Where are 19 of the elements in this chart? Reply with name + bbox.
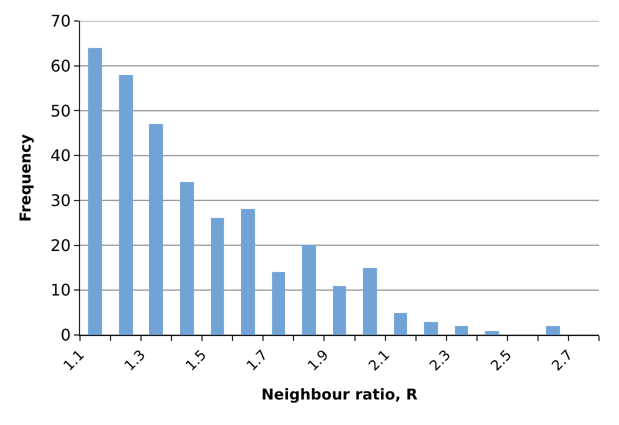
y-tick-label: 30: [50, 191, 71, 210]
x-tick-label: 1.9: [304, 347, 332, 374]
x-tick-label: 2.7: [549, 347, 576, 374]
y-axis-title: Frequency: [16, 134, 35, 222]
x-tick-label: 2.1: [366, 347, 394, 374]
y-tick-label: 10: [50, 280, 71, 300]
x-tick-label: 1.3: [122, 347, 149, 374]
y-tick-label: 40: [50, 146, 71, 166]
x-axis-title: Neighbour ratio, R: [261, 385, 418, 404]
y-tick-label: 0: [60, 326, 71, 345]
x-tick-label: 2.5: [488, 347, 516, 374]
x-tick-label: 1.7: [244, 347, 271, 374]
y-tick-label: 60: [50, 56, 71, 76]
x-tick-label: 2.3: [427, 347, 454, 374]
y-tick-label: 50: [50, 101, 71, 120]
x-tick-label: 1.5: [182, 347, 210, 374]
x-tick-label: 1.1: [60, 347, 88, 374]
y-tick-label: 70: [50, 12, 71, 31]
y-tick-label: 20: [50, 236, 71, 255]
